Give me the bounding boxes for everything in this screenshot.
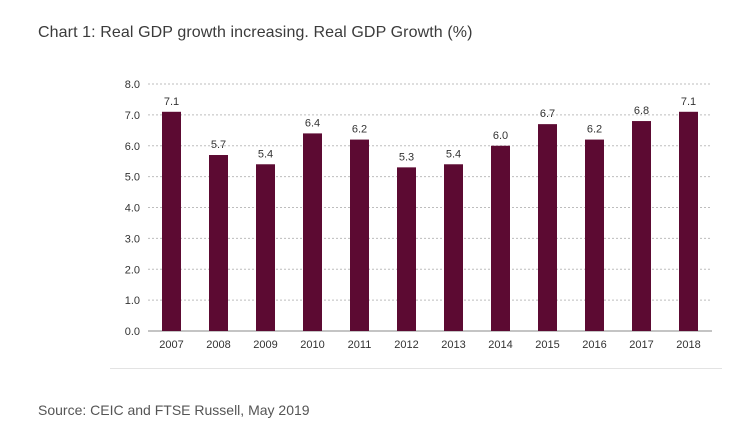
data-label: 6.7: [540, 108, 555, 120]
bar: [256, 164, 275, 331]
y-tick-label: 4.0: [125, 203, 140, 215]
y-tick-label: 8.0: [125, 79, 140, 91]
bar: [585, 139, 604, 331]
data-label: 7.1: [681, 96, 696, 108]
y-tick-label: 6.0: [125, 141, 140, 153]
y-tick-label: 5.0: [125, 172, 140, 184]
x-tick-label: 2007: [159, 339, 183, 351]
x-tick-label: 2016: [582, 339, 606, 351]
data-label: 5.4: [258, 148, 273, 160]
x-tick-label: 2008: [206, 339, 230, 351]
x-tick-label: 2013: [441, 339, 465, 351]
x-tick-label: 2009: [253, 339, 277, 351]
bar: [444, 164, 463, 331]
bar: [162, 111, 181, 331]
y-tick-label: 3.0: [125, 233, 140, 245]
data-label: 6.0: [493, 130, 508, 142]
x-tick-label: 2011: [348, 339, 372, 351]
data-label: 5.3: [399, 151, 414, 163]
x-tick-label: 2015: [535, 339, 559, 351]
data-label: 6.2: [352, 124, 367, 136]
bar: [397, 167, 416, 331]
x-tick-label: 2010: [300, 339, 324, 351]
x-tick-label: 2012: [394, 339, 418, 351]
data-label: 6.4: [305, 117, 320, 129]
data-label: 5.4: [446, 148, 461, 160]
y-tick-label: 1.0: [125, 295, 140, 307]
bar: [491, 145, 510, 331]
bar: [209, 155, 228, 331]
bar: [303, 133, 322, 331]
y-tick-label: 2.0: [125, 264, 140, 276]
x-tick-label: 2018: [676, 339, 700, 351]
data-label: 6.2: [587, 124, 602, 136]
data-label: 7.1: [164, 96, 179, 108]
source-note: Source: CEIC and FTSE Russell, May 2019: [38, 402, 310, 418]
bar: [679, 111, 698, 331]
bar: [538, 124, 557, 331]
x-tick-label: 2017: [629, 339, 653, 351]
y-tick-label: 7.0: [125, 110, 140, 122]
chart-title: Chart 1: Real GDP growth increasing. Rea…: [38, 24, 473, 41]
bar: [350, 139, 369, 331]
x-tick-label: 2014: [488, 339, 512, 351]
chart-panel: [110, 68, 722, 369]
data-label: 5.7: [211, 139, 226, 151]
bar: [632, 121, 651, 331]
y-tick-label: 0.0: [125, 326, 140, 338]
data-label: 6.8: [634, 105, 649, 117]
